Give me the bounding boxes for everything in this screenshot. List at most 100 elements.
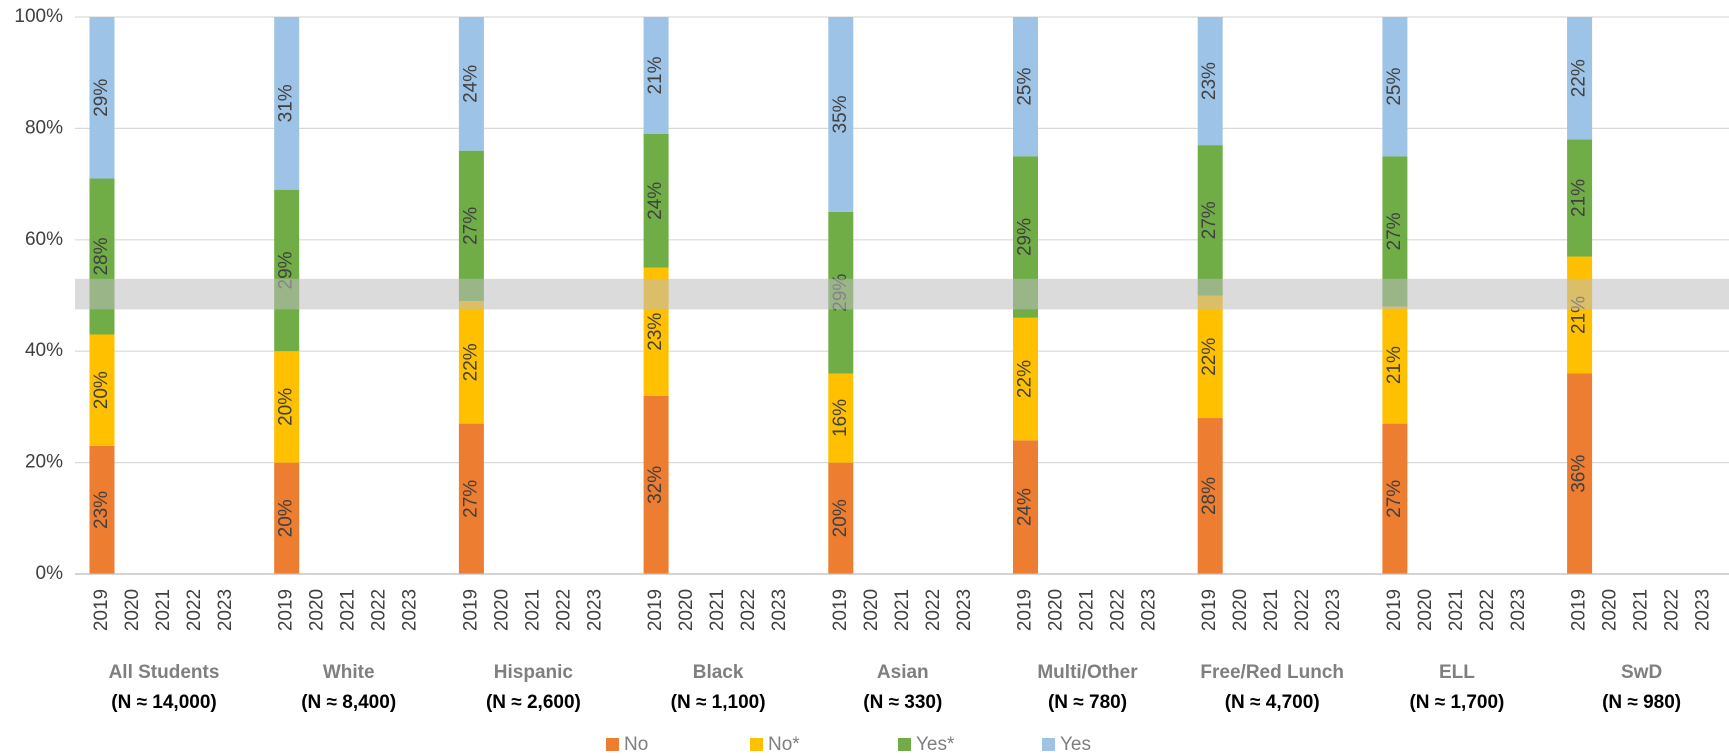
x-tick-label: 2023 bbox=[1323, 589, 1344, 631]
x-tick-label: 2023 bbox=[769, 589, 790, 631]
data-label: 23% bbox=[1199, 62, 1220, 100]
data-label: 23% bbox=[91, 491, 112, 529]
x-tick-label: 2020 bbox=[1230, 589, 1251, 631]
y-tick-label: 0% bbox=[36, 563, 64, 584]
x-tick-label: 2021 bbox=[153, 589, 174, 631]
data-label: 27% bbox=[1199, 201, 1220, 239]
bar-segment bbox=[1013, 17, 1038, 157]
group-label: Multi/Other bbox=[1037, 662, 1138, 683]
legend-swatch bbox=[898, 738, 911, 751]
group-n-label: (N ≈ 8,400) bbox=[301, 692, 396, 713]
x-tick-label: 2023 bbox=[1139, 589, 1160, 631]
x-tick-label: 2021 bbox=[1261, 589, 1282, 631]
bar-segment bbox=[274, 189, 300, 352]
x-tick-label: 2020 bbox=[1046, 589, 1067, 631]
bar-segment bbox=[1013, 317, 1038, 441]
x-tick-label: 2020 bbox=[1415, 589, 1436, 631]
x-tick-label: 2022 bbox=[923, 589, 944, 631]
group-n-label: (N ≈ 2,600) bbox=[486, 692, 581, 713]
bar-segment bbox=[458, 17, 484, 151]
data-label: 24% bbox=[1015, 488, 1036, 526]
group-n-label: (N ≈ 780) bbox=[1048, 692, 1127, 713]
x-tick-label: 2020 bbox=[307, 589, 328, 631]
data-label: 22% bbox=[1015, 360, 1036, 398]
x-tick-label: 2023 bbox=[1508, 589, 1529, 631]
group-n-label: (N ≈ 330) bbox=[863, 692, 942, 713]
x-tick-label: 2021 bbox=[707, 589, 728, 631]
data-label: 27% bbox=[460, 480, 481, 518]
x-tick-label: 2019 bbox=[1569, 589, 1590, 631]
x-tick-label: 2023 bbox=[215, 589, 236, 631]
bar-segment bbox=[1567, 17, 1593, 140]
group-label: White bbox=[323, 662, 375, 683]
data-label: 27% bbox=[1384, 480, 1405, 518]
x-tick-label: 2022 bbox=[1292, 589, 1313, 631]
x-tick-label: 2022 bbox=[1477, 589, 1498, 631]
data-label: 22% bbox=[460, 343, 481, 381]
y-tick-label: 20% bbox=[25, 452, 63, 473]
group-label: All Students bbox=[109, 662, 220, 683]
group-label: Black bbox=[693, 662, 744, 683]
x-tick-label: 2022 bbox=[553, 589, 574, 631]
bar-segment bbox=[458, 423, 484, 574]
y-tick-label: 40% bbox=[25, 340, 63, 361]
x-tick-label: 2021 bbox=[338, 589, 359, 631]
data-label: 31% bbox=[276, 84, 297, 122]
x-tick-label: 2021 bbox=[1631, 589, 1652, 631]
x-tick-label: 2022 bbox=[1662, 589, 1683, 631]
x-tick-label: 2023 bbox=[400, 589, 421, 631]
data-label: 27% bbox=[1384, 212, 1405, 250]
bar-segment bbox=[643, 133, 669, 268]
legend-label: No bbox=[624, 734, 648, 755]
data-label: 29% bbox=[1015, 218, 1036, 256]
group-label: Hispanic bbox=[494, 662, 574, 683]
x-tick-label: 2020 bbox=[491, 589, 512, 631]
x-tick-label: 2019 bbox=[460, 589, 481, 631]
reference-band bbox=[75, 278, 1729, 310]
y-tick-label: 80% bbox=[25, 117, 63, 138]
group-n-label: (N ≈ 14,000) bbox=[111, 692, 216, 713]
group-label: SwD bbox=[1621, 662, 1662, 683]
group-n-label: (N ≈ 980) bbox=[1602, 692, 1681, 713]
x-tick-label: 2023 bbox=[584, 589, 605, 631]
data-label: 20% bbox=[91, 371, 112, 409]
bar-segment bbox=[1013, 440, 1038, 574]
group-label: Asian bbox=[877, 662, 929, 683]
bar-segment bbox=[1197, 295, 1223, 419]
x-tick-label: 2019 bbox=[1384, 589, 1405, 631]
data-label: 36% bbox=[1569, 455, 1590, 493]
bar-segment bbox=[828, 17, 854, 212]
data-label: 21% bbox=[1384, 346, 1405, 384]
x-tick-label: 2023 bbox=[954, 589, 975, 631]
x-tick-label: 2021 bbox=[1446, 589, 1467, 631]
bar-segment bbox=[1567, 139, 1593, 257]
data-label: 25% bbox=[1015, 68, 1036, 106]
x-tick-label: 2020 bbox=[122, 589, 143, 631]
data-label: 21% bbox=[1569, 179, 1590, 217]
bar-segment bbox=[89, 445, 115, 574]
bar-segment bbox=[1197, 418, 1223, 574]
bar-segment bbox=[1382, 306, 1408, 424]
x-tick-label: 2019 bbox=[1199, 589, 1220, 631]
data-label: 22% bbox=[1569, 59, 1590, 97]
group-label: Free/Red Lunch bbox=[1200, 662, 1344, 683]
x-tick-label: 2019 bbox=[645, 589, 666, 631]
group-n-label: (N ≈ 1,100) bbox=[671, 692, 766, 713]
x-tick-label: 2022 bbox=[369, 589, 390, 631]
x-tick-label: 2021 bbox=[1077, 589, 1098, 631]
bar-segment bbox=[89, 17, 115, 179]
data-label: 24% bbox=[645, 182, 666, 220]
bar-segment bbox=[1567, 256, 1593, 374]
bar-segment bbox=[1197, 145, 1223, 296]
bar-segment bbox=[1197, 17, 1223, 146]
data-label: 27% bbox=[460, 207, 481, 245]
data-label: 29% bbox=[91, 79, 112, 117]
data-label: 16% bbox=[830, 399, 851, 437]
data-label: 22% bbox=[1199, 338, 1220, 376]
x-tick-label: 2021 bbox=[522, 589, 543, 631]
x-tick-label: 2019 bbox=[276, 589, 297, 631]
legend-swatch bbox=[750, 738, 763, 751]
x-tick-label: 2019 bbox=[91, 589, 112, 631]
bar-segment bbox=[274, 17, 300, 190]
